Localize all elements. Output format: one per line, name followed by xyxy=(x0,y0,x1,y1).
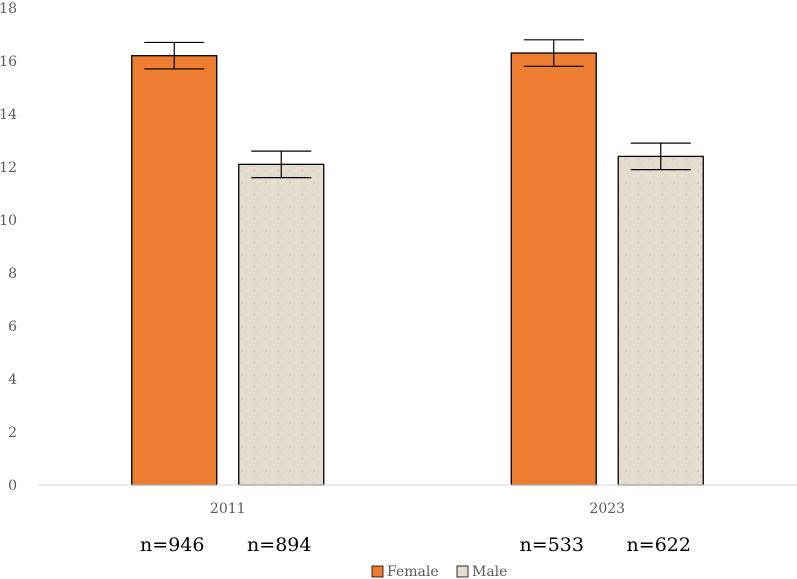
sample-size-label: n=533 xyxy=(520,534,584,556)
y-tick-label: 8 xyxy=(8,266,17,282)
sample-size-labels: n=946 n=894 n=533 n=622 xyxy=(140,534,691,556)
legend-label-female: Female xyxy=(387,564,439,579)
bar-female-2023 xyxy=(510,52,597,486)
bar-male-2023 xyxy=(617,155,704,486)
y-tick-label: 12 xyxy=(0,160,17,176)
legend: Female Male xyxy=(371,564,507,579)
y-tick-label: 6 xyxy=(8,319,17,335)
sample-size-label: n=894 xyxy=(247,534,311,556)
legend-label-male: Male xyxy=(472,564,507,579)
x-axis-labels: 2011 2023 xyxy=(210,501,625,517)
legend-swatch-female xyxy=(371,565,384,578)
y-tick-label: 2 xyxy=(8,425,17,441)
bars xyxy=(131,52,704,486)
legend-swatch-male xyxy=(456,565,469,578)
y-axis: 0 2 4 6 8 10 12 14 16 18 xyxy=(0,1,17,494)
x-tick-label: 2011 xyxy=(210,501,246,517)
bar-male-2011 xyxy=(238,163,325,486)
y-tick-label: 0 xyxy=(8,478,17,494)
bar-female-2011 xyxy=(131,55,218,486)
sample-size-label: n=946 xyxy=(140,534,204,556)
y-tick-label: 10 xyxy=(0,213,17,229)
y-tick-label: 14 xyxy=(0,107,17,123)
y-tick-label: 18 xyxy=(0,1,17,17)
error-bars xyxy=(144,39,691,179)
y-tick-label: 4 xyxy=(8,372,17,388)
x-tick-label: 2023 xyxy=(589,501,625,517)
y-tick-label: 16 xyxy=(0,54,17,70)
sample-size-label: n=622 xyxy=(627,534,691,556)
